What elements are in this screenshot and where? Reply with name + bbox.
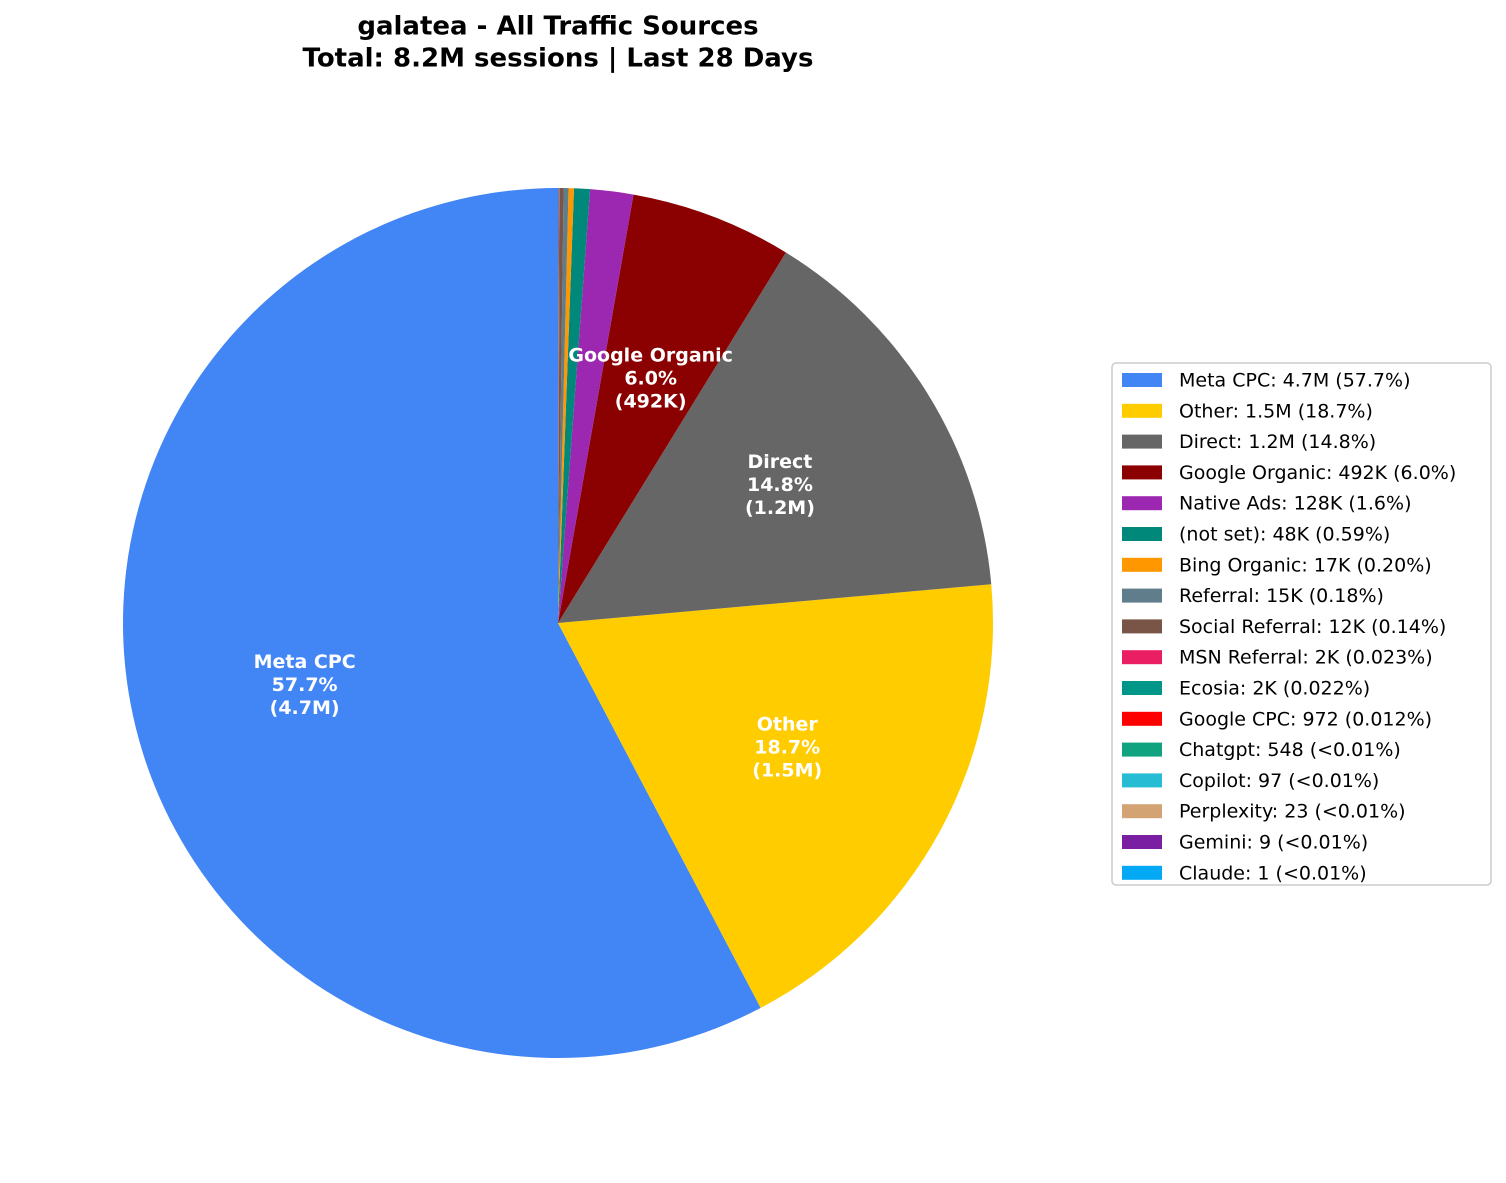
legend-swatch <box>1122 619 1162 634</box>
legend-label: Native Ads: 128K (1.6%) <box>1179 493 1411 515</box>
slice-label: 14.8% <box>747 474 813 496</box>
pie-slice <box>558 194 786 623</box>
pie-slice <box>558 188 564 623</box>
legend-label: Direct: 1.2M (14.8%) <box>1179 431 1376 453</box>
legend-swatch <box>1122 865 1162 880</box>
pie-slice <box>558 188 574 623</box>
legend-swatch <box>1122 496 1162 511</box>
slice-label: 18.7% <box>754 736 820 758</box>
legend-label: Claude: 1 (<0.01%) <box>1179 862 1367 884</box>
chart-title: galatea - All Traffic Sources <box>357 12 758 42</box>
chart-subtitle: Total: 8.2M sessions | Last 28 Days <box>303 44 814 74</box>
slice-label: Meta CPC <box>254 651 356 673</box>
slice-label: 57.7% <box>272 674 338 696</box>
legend-box <box>1111 362 1492 886</box>
pie-slice <box>558 188 560 624</box>
legend-label: (not set): 48K (0.59%) <box>1179 524 1390 546</box>
legend-swatch <box>1122 711 1162 726</box>
legend-label: Perplexity: 23 (<0.01%) <box>1179 801 1406 823</box>
pie-slice <box>122 188 761 1059</box>
slice-label: Google Organic <box>568 345 733 367</box>
legend-label: Meta CPC: 4.7M (57.7%) <box>1179 370 1410 392</box>
slice-label: (1.2M) <box>745 497 815 519</box>
legend-label: Google Organic: 492K (6.0%) <box>1179 462 1456 484</box>
legend-swatch <box>1122 742 1162 757</box>
legend: Meta CPC: 4.7M (57.7%) Other: 1.5M (18.7%… <box>1122 370 1456 884</box>
pie-slice <box>558 188 559 623</box>
pie-slice <box>558 252 992 623</box>
legend-swatch <box>1122 434 1162 449</box>
slice-label: (4.7M) <box>270 697 340 719</box>
legend-label: Social Referral: 12K (0.14%) <box>1179 616 1446 638</box>
legend-swatch <box>1122 557 1162 572</box>
legend-swatch <box>1122 588 1162 603</box>
legend-swatch <box>1122 465 1162 480</box>
legend-label: Other: 1.5M (18.7%) <box>1179 400 1373 422</box>
legend-label: Copilot: 97 (<0.01%) <box>1179 770 1379 792</box>
pie-slice <box>558 188 560 623</box>
legend-label: Chatgpt: 548 (<0.01%) <box>1179 739 1401 761</box>
legend-swatch <box>1122 681 1162 695</box>
legend-swatch <box>1122 403 1162 418</box>
legend-label: Gemini: 9 (<0.01%) <box>1179 832 1368 854</box>
pie-slice <box>558 188 569 624</box>
slice-label: 6.0% <box>624 368 677 390</box>
legend-swatch <box>1122 773 1162 788</box>
pie-slice <box>558 189 634 623</box>
legend-label: Google CPC: 972 (0.012%) <box>1179 708 1432 730</box>
legend-swatch <box>1122 650 1162 665</box>
pie-slice <box>558 188 591 624</box>
legend-swatch <box>1122 835 1162 849</box>
pie <box>122 188 993 1059</box>
slice-label: Direct <box>747 451 812 473</box>
slice-label: (1.5M) <box>752 759 822 781</box>
legend-swatch <box>1122 527 1162 541</box>
legend-label: Bing Organic: 17K (0.20%) <box>1179 554 1432 576</box>
pie-slice <box>558 584 993 1008</box>
legend-label: MSN Referral: 2K (0.023%) <box>1179 647 1433 669</box>
legend-swatch <box>1122 804 1162 819</box>
legend-label: Ecosia: 2K (0.022%) <box>1179 678 1370 700</box>
slice-label: (492K) <box>615 391 687 413</box>
legend-label: Referral: 15K (0.18%) <box>1179 585 1384 607</box>
slice-label: Other <box>757 713 819 735</box>
legend-swatch <box>1122 373 1162 387</box>
